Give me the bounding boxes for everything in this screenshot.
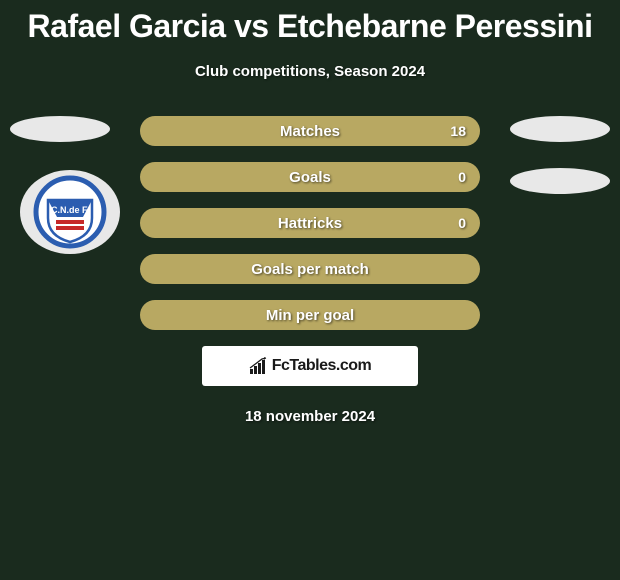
stat-row-min-per-goal: Min per goal [140,300,480,330]
stat-row-goals-per-match: Goals per match [140,254,480,284]
stat-value-right: 0 [458,169,466,185]
generated-date: 18 november 2024 [0,408,620,425]
stat-row-hattricks: Hattricks 0 [140,208,480,238]
player1-club-badge: C.N.de F. [20,170,120,254]
page-title: Rafael Garcia vs Etchebarne Peressini [0,0,620,45]
branding-inner: FcTables.com [249,357,372,375]
stat-value-right: 0 [458,215,466,231]
player2-photo-placeholder [510,116,610,142]
bar-chart-icon [249,357,269,375]
stat-rows: Matches 18 Goals 0 Hattricks 0 Goals per… [140,116,480,330]
stat-row-goals: Goals 0 [140,162,480,192]
branding-card[interactable]: FcTables.com [202,346,418,386]
comparison-area: C.N.de F. Matches 18 Goals 0 Hattricks 0… [0,116,620,425]
stat-label: Goals per match [251,261,369,278]
stat-row-matches: Matches 18 [140,116,480,146]
subtitle: Club competitions, Season 2024 [0,63,620,80]
branding-text: FcTables.com [272,357,372,375]
svg-text:C.N.de F.: C.N.de F. [51,205,89,215]
stat-label: Goals [289,169,331,186]
player1-photo-placeholder [10,116,110,142]
stat-label: Min per goal [266,307,354,324]
player2-club-placeholder [510,168,610,194]
stat-value-right: 18 [450,123,466,139]
stat-label: Hattricks [278,215,342,232]
stat-label: Matches [280,123,340,140]
